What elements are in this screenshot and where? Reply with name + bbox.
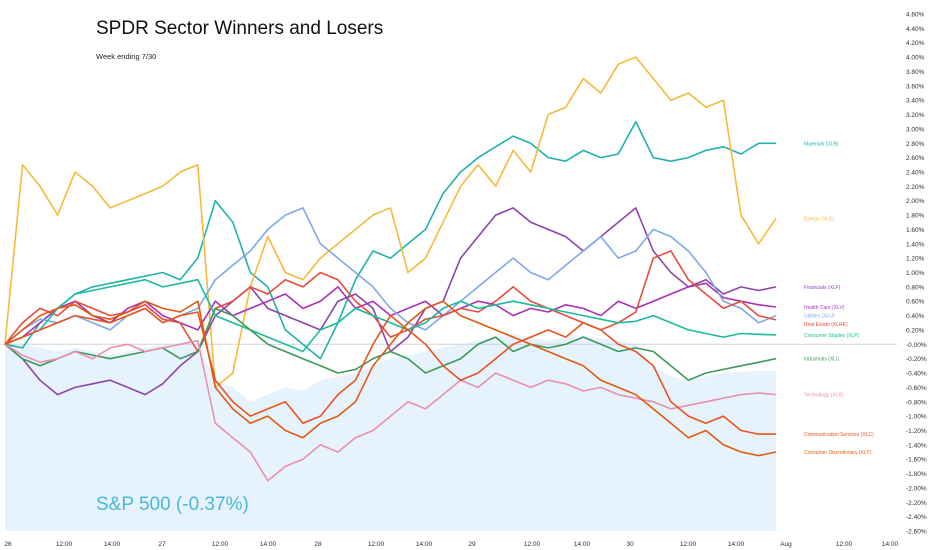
y-tick-label-11: 2.40% (906, 169, 925, 176)
chart-title: SPDR Sector Winners and Losers (96, 18, 384, 39)
y-tick-label-19: 0.80% (906, 284, 925, 291)
x-tick-label-9: 29 (468, 541, 476, 548)
benchmark-label: S&P 500 (-0.37%) (96, 494, 249, 515)
y-tick-label-14: 1.80% (906, 213, 925, 220)
y-tick-label-32: -1.80% (906, 471, 927, 478)
y-tick-label-1: 4.40% (906, 26, 925, 33)
y-tick-label-20: 0.60% (906, 299, 925, 306)
legend-label-1: Energy (XLE) (804, 217, 834, 223)
legend-label-2: Financials (XLF) (804, 285, 841, 291)
y-tick-label-16: 1.40% (906, 241, 925, 248)
series-line-10 (4, 300, 777, 457)
x-tick-label-1: 12:00 (56, 541, 73, 548)
series-line-9 (4, 307, 776, 435)
x-tick-label-11: 14:00 (574, 541, 591, 548)
series-line-1 (4, 56, 777, 389)
x-axis: 26 12:00 14:00 27 12:00 14:00 28 12:00 14:00 29 12… (4, 541, 898, 548)
series-line-5 (4, 250, 777, 353)
legend-label-7: Industrials (XLI) (804, 357, 839, 363)
x-tick-label-0: 26 (4, 541, 12, 548)
series-line-0 (4, 120, 776, 360)
y-tick-label-30: -1.40% (906, 442, 927, 449)
y-tick-label-12: 2.20% (906, 184, 925, 191)
y-tick-label-17: 1.20% (906, 256, 925, 263)
x-tick-label-12: 30 (626, 541, 634, 548)
y-tick-label-0: 4.60% (906, 12, 925, 19)
legend-label-9: Communication Services (XLC) (804, 432, 874, 438)
y-tick-label-34: -2.20% (906, 500, 927, 507)
y-tick-label-10: 2.60% (906, 155, 925, 162)
y-tick-label-2: 4.20% (906, 40, 925, 47)
legend-layer: Materials (XLB) Energy (XLE) Financials (X… (804, 141, 874, 456)
y-tick-label-15: 1.60% (906, 227, 925, 234)
y-tick-label-3: 4.00% (906, 55, 925, 62)
x-tick-label-13: 12:00 (680, 541, 697, 548)
y-tick-label-28: -1.00% (906, 414, 927, 421)
y-tick-label-18: 1.00% (906, 270, 925, 277)
y-tick-label-7: 3.20% (906, 112, 925, 119)
y-tick-label-4: 3.80% (906, 69, 925, 76)
x-tick-label-8: 14:00 (416, 541, 433, 548)
x-tick-label-4: 12:00 (212, 541, 229, 548)
y-tick-label-23: -0.00% (906, 342, 927, 349)
y-tick-label-29: -1.20% (906, 428, 927, 435)
y-tick-label-27: -0.80% (906, 399, 927, 406)
legend-label-6: Consumer Staples (XLP) (804, 333, 860, 339)
x-tick-label-14: 14:00 (728, 541, 745, 548)
y-tick-label-26: -0.60% (906, 385, 927, 392)
y-tick-label-6: 3.40% (906, 98, 925, 105)
series-line-8 (4, 339, 777, 482)
x-tick-label-15: Aug (780, 541, 792, 548)
legend-label-3: Health Care (XLV) (804, 305, 845, 311)
y-tick-label-36: -2.60% (906, 529, 927, 536)
y-tick-label-33: -2.00% (906, 485, 927, 492)
x-tick-label-10: 12:00 (524, 541, 541, 548)
y-tick-label-9: 2.80% (906, 141, 925, 148)
x-tick-label-3: 27 (158, 541, 166, 548)
series-lines-layer (4, 56, 777, 482)
legend-label-0: Materials (XLB) (804, 141, 839, 147)
series-line-6 (4, 278, 777, 353)
y-tick-label-21: 0.40% (906, 313, 925, 320)
legend-label-10: Consumer Discretionary (XLY) (804, 450, 872, 456)
legend-label-5: Real Estate (XLRE) (804, 322, 848, 328)
x-tick-label-6: 28 (314, 541, 322, 548)
x-tick-label-5: 14:00 (260, 541, 277, 548)
y-tick-label-5: 3.60% (906, 83, 925, 90)
y-tick-label-25: -0.40% (906, 371, 927, 378)
x-tick-label-17: 14:00 (882, 541, 899, 548)
y-tick-label-24: -0.20% (906, 356, 927, 363)
benchmark-area-layer (5, 333, 776, 531)
x-tick-label-7: 12:00 (368, 541, 385, 548)
y-tick-label-13: 2.00% (906, 198, 925, 205)
benchmark-area (5, 333, 776, 531)
x-tick-label-16: 12:00 (836, 541, 853, 548)
x-tick-label-2: 14:00 (104, 541, 121, 548)
y-axis: 4.60% 4.40% 4.20% 4.00% 3.80% 3.60% 3.40% 3.20%… (906, 12, 927, 536)
series-line-4 (4, 207, 777, 345)
y-tick-label-8: 3.00% (906, 126, 925, 133)
series-line-7 (4, 307, 777, 381)
y-tick-label-31: -1.60% (906, 457, 927, 464)
legend-label-8: Technology (XLK) (804, 393, 844, 399)
legend-label-4: Utilities (XLU) (804, 314, 835, 320)
chart-subtitle: Week ending 7/30 (96, 52, 157, 61)
y-tick-label-22: 0.20% (906, 327, 925, 334)
y-tick-label-35: -2.40% (906, 514, 927, 521)
